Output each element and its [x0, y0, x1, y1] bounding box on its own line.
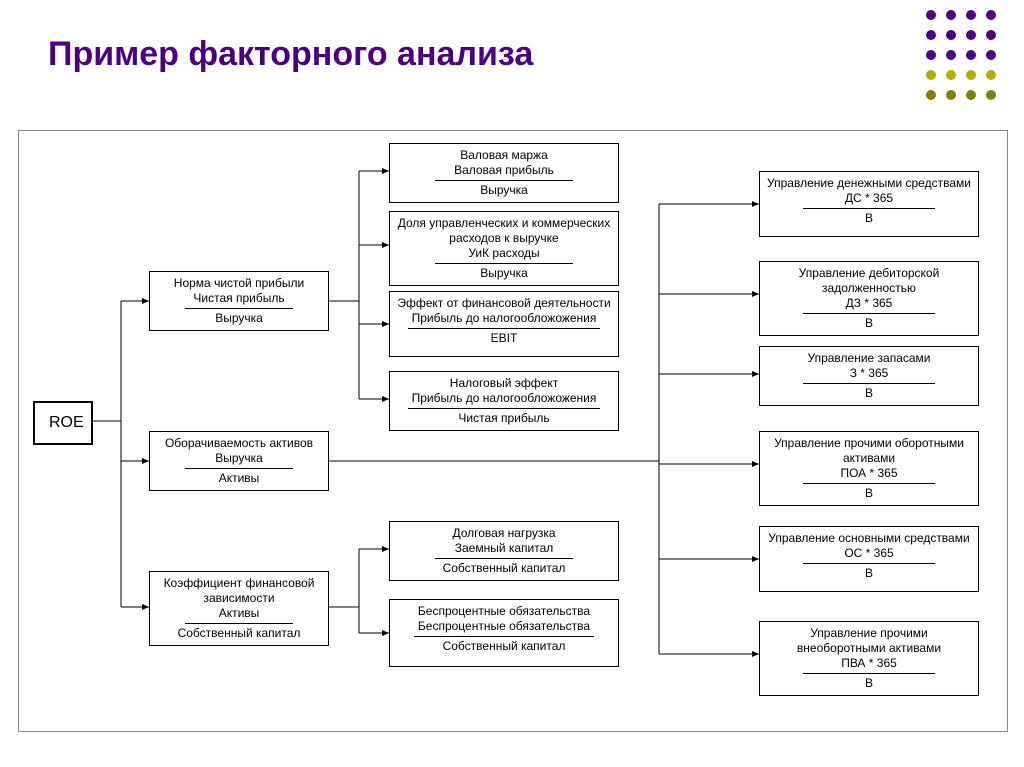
node-label: Управление основными средствами — [766, 531, 972, 546]
frac-denominator: В — [861, 674, 877, 691]
decor-dots — [926, 10, 996, 110]
frac-numerator: ДЗ * 365 — [803, 296, 935, 314]
node-label: Долговая нагрузка — [396, 526, 612, 541]
frac-numerator: Выручка — [185, 451, 293, 469]
frac-denominator: Собственный капитал — [439, 637, 570, 654]
node-label: Коэффициент финансовой зависимости — [156, 576, 322, 606]
node-label: Валовая маржа — [396, 148, 612, 163]
frac-numerator: Прибыль до налогообложожения — [408, 311, 601, 329]
frac-numerator: Прибыль до налогообложожения — [408, 391, 601, 409]
node-label: Эффект от финансовой деятельности — [396, 296, 612, 311]
l2c-node-0: Долговая нагрузкаЗаемный капиталСобствен… — [389, 521, 619, 581]
node-label: Беспроцентные обязательства — [396, 604, 612, 619]
frac-numerator: ОС * 365 — [803, 546, 935, 564]
frac-denominator: Активы — [215, 469, 264, 486]
node-label: Оборачиваемость активов — [156, 436, 322, 451]
frac-denominator: В — [861, 314, 877, 331]
frac-denominator: Собственный капитал — [439, 559, 570, 576]
l2a-node-3: Налоговый эффектПрибыль до налогообложож… — [389, 371, 619, 431]
diagram-canvas: ROEНорма чистой прибылиЧистая прибыльВыр… — [18, 130, 1008, 732]
frac-denominator: EBIT — [487, 329, 522, 346]
frac-denominator: Собственный капитал — [174, 624, 305, 641]
frac-numerator: УиК расходы — [435, 246, 573, 264]
l2a-node-1: Доля управленческих и коммерческих расхо… — [389, 211, 619, 286]
l3-node-4: Управление основными средствамиОС * 365В — [759, 526, 979, 592]
node-label: Доля управленческих и коммерческих расхо… — [396, 216, 612, 246]
frac-numerator: Валовая прибыль — [435, 163, 573, 181]
node-label: Управление запасами — [766, 351, 972, 366]
frac-numerator: З * 365 — [803, 366, 935, 384]
page-title: Пример факторного анализа — [48, 35, 533, 74]
frac-denominator: В — [861, 484, 877, 501]
frac-numerator: Беспроцентные обязательства — [414, 619, 594, 637]
node-label: Управление дебиторской задолженностью — [766, 266, 972, 296]
frac-denominator: Выручка — [476, 264, 532, 281]
l1-node-1: Оборачиваемость активовВыручкаАктивы — [149, 431, 329, 491]
node-label: Управление прочими оборотными активами — [766, 436, 972, 466]
frac-denominator: В — [861, 209, 877, 226]
node-label: Налоговый эффект — [396, 376, 612, 391]
l2c-node-1: Беспроцентные обязательстваБеспроцентные… — [389, 599, 619, 667]
frac-numerator: ПВА * 365 — [803, 656, 935, 674]
frac-numerator: Активы — [185, 606, 293, 624]
frac-numerator: Чистая прибыль — [185, 291, 293, 309]
l2a-node-2: Эффект от финансовой деятельностиПрибыль… — [389, 291, 619, 357]
l3-node-1: Управление дебиторской задолженностьюДЗ … — [759, 261, 979, 336]
frac-numerator: ПОА * 365 — [803, 466, 935, 484]
frac-denominator: В — [861, 564, 877, 581]
l3-node-2: Управление запасамиЗ * 365В — [759, 346, 979, 406]
l2a-node-0: Валовая маржаВаловая прибыльВыручка — [389, 143, 619, 203]
frac-numerator: Заемный капитал — [435, 541, 573, 559]
l3-node-0: Управление денежными средствамиДС * 365В — [759, 171, 979, 237]
frac-denominator: В — [861, 384, 877, 401]
root-node: ROE — [33, 401, 93, 445]
l3-node-5: Управление прочими внеоборотными активам… — [759, 621, 979, 696]
node-label: ROE — [49, 413, 77, 433]
frac-denominator: Выручка — [211, 309, 267, 326]
frac-numerator: ДС * 365 — [803, 191, 935, 209]
l1-node-0: Норма чистой прибылиЧистая прибыльВыручк… — [149, 271, 329, 331]
node-label: Управление денежными средствами — [766, 176, 972, 191]
frac-denominator: Чистая прибыль — [454, 409, 553, 426]
l1-node-2: Коэффициент финансовой зависимостиАктивы… — [149, 571, 329, 646]
frac-denominator: Выручка — [476, 181, 532, 198]
l3-node-3: Управление прочими оборотными активамиПО… — [759, 431, 979, 506]
node-label: Норма чистой прибыли — [156, 276, 322, 291]
node-label: Управление прочими внеоборотными активам… — [766, 626, 972, 656]
